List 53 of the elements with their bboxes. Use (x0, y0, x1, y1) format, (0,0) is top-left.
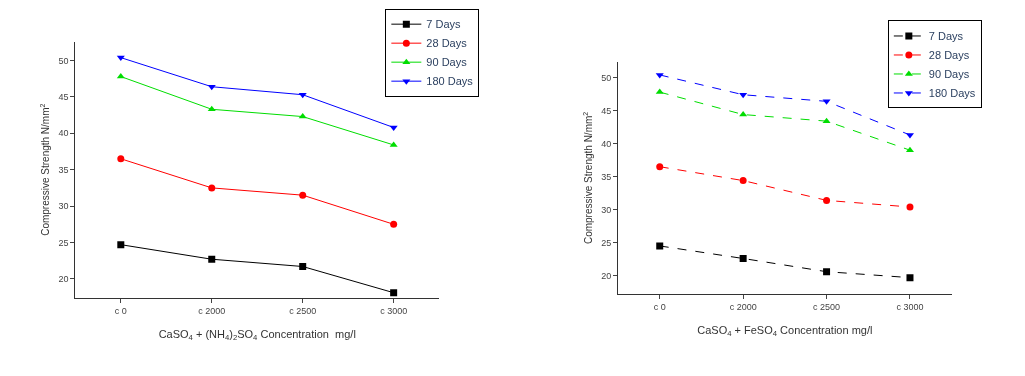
legend-label: 28 Days (426, 37, 468, 50)
y-tick-label: 45 (601, 105, 612, 116)
point (823, 268, 831, 276)
point (207, 105, 216, 112)
x-tick-label: c 0 (653, 301, 666, 312)
point (739, 254, 747, 262)
y-tick-label: 45 (58, 92, 69, 103)
point (208, 255, 216, 263)
point (207, 84, 216, 91)
point (116, 55, 125, 62)
point (739, 177, 747, 185)
y-tick-label: 30 (58, 201, 69, 212)
x-tick-label: c 3000 (380, 305, 408, 316)
point (298, 92, 307, 99)
y-tick-label: 20 (58, 274, 69, 285)
x-tick-label: c 2500 (813, 301, 841, 312)
legend-label: 180 Days (426, 75, 474, 88)
legend-label: 180 Days (928, 87, 976, 100)
point (299, 191, 307, 199)
legend-label: 90 Days (928, 68, 970, 81)
y-tick-label: 50 (58, 55, 69, 66)
point (390, 289, 398, 297)
point (656, 163, 664, 171)
y-tick-label: 20 (601, 270, 612, 281)
y-tick-label: 35 (58, 164, 69, 175)
y-tick-label: 40 (58, 128, 69, 139)
point (739, 92, 748, 99)
y-tick-label: 25 (601, 237, 612, 248)
point (906, 203, 914, 211)
text: CaSO$_{4}$ + (NH$_{4}$)$_{2}$SO$_{4}$ Concentration mg/l (158, 327, 356, 343)
x-tick-label: c 3000 (896, 301, 924, 312)
legend-label: 28 Days (928, 49, 970, 62)
point (390, 220, 398, 228)
x-tick-label: c 0 (114, 305, 127, 316)
y-tick-label: 50 (601, 72, 612, 83)
point (656, 242, 664, 250)
point (117, 241, 125, 249)
y-tick-label: 30 (601, 204, 612, 215)
legend-label: 7 Days (426, 18, 462, 31)
point (208, 184, 216, 192)
y-tick-label: 35 (601, 171, 612, 182)
point (299, 263, 307, 270)
x-tick-label: c 2000 (198, 305, 226, 316)
point (906, 274, 914, 282)
legend-label: 90 Days (426, 56, 468, 69)
legend-label: 7 Days (928, 30, 964, 43)
x-tick-label: c 2500 (289, 305, 317, 316)
y-tick-label: 40 (601, 138, 612, 149)
point (823, 196, 831, 204)
point (117, 155, 125, 163)
x-tick-label: c 2000 (729, 301, 757, 312)
x-axis-title: CaSO$_{4}$ + FeSO$_{4}$ Concentration mg/l (697, 324, 873, 339)
y-tick-label: 25 (58, 237, 69, 248)
